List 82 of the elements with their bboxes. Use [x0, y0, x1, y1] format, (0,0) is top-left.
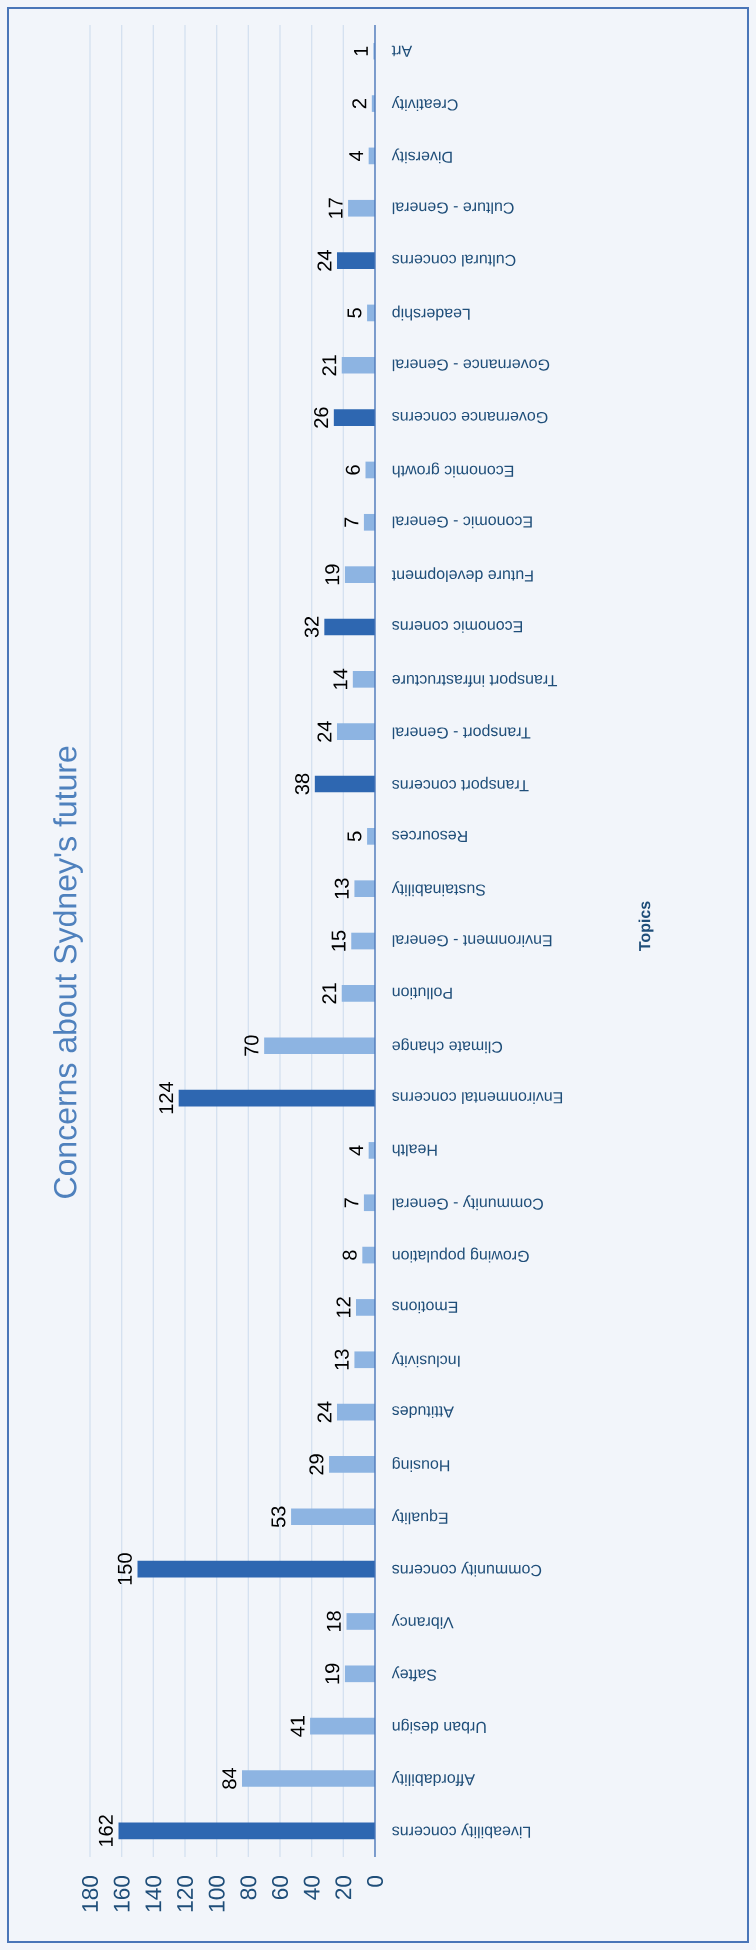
- y-tick-label: Creativity: [391, 96, 458, 112]
- text: Concerns about Sydney's future: [53, 746, 83, 1198]
- data-label: 4: [349, 150, 364, 162]
- y-tick-label: Economic growth: [392, 462, 514, 478]
- data-label: 8: [342, 1250, 357, 1260]
- y-tick-label: Equality: [391, 1509, 448, 1525]
- y-tick-label: Emotions: [392, 1301, 458, 1314]
- data-label: 17: [328, 198, 343, 218]
- y-tick-label: Liveability concerns: [392, 1823, 531, 1839]
- data-label: 7: [344, 517, 359, 527]
- y-tick-label: Transport concerns: [392, 776, 529, 792]
- y-tick-label: Community - General: [392, 1195, 543, 1211]
- x-tick-label: 100: [208, 1875, 225, 1912]
- data-label: 19: [325, 1663, 340, 1684]
- y-tick-label: Urban design: [392, 1718, 486, 1734]
- data-label: 84: [222, 1767, 237, 1789]
- y-tick-label: Governance concerns: [392, 411, 548, 424]
- y-tick-label: Culture - General: [392, 202, 514, 215]
- y-tick-label: Economic conerns: [392, 621, 522, 633]
- y-tick-label: Cultural concerns: [392, 254, 516, 267]
- data-label: 24: [317, 1401, 332, 1423]
- y-tick-label: Governance - General: [392, 359, 550, 372]
- data-label: 19: [325, 564, 340, 585]
- data-label: 124: [159, 1081, 174, 1114]
- x-tick-label: 40: [303, 1875, 320, 1900]
- y-tick-label: Community concerns: [392, 1561, 542, 1577]
- data-label: 26: [314, 407, 329, 428]
- data-label: 21: [322, 983, 337, 1004]
- y-axis-title: Topics: [638, 901, 654, 952]
- y-tick-label: Leadership: [392, 305, 470, 321]
- data-label: 15: [331, 930, 346, 951]
- y-tick-label: Diversity: [391, 148, 452, 164]
- y-tick-label: Environmental concerns: [392, 1092, 563, 1104]
- x-tick-label: 160: [113, 1875, 130, 1912]
- x-tick-label: 0: [366, 1875, 384, 1887]
- x-tick-label: 180: [81, 1875, 99, 1912]
- data-label: 29: [309, 1454, 324, 1475]
- data-label: 162: [98, 1815, 113, 1846]
- data-label: 24: [317, 250, 332, 271]
- y-tick-label: Economic - General: [392, 516, 532, 529]
- x-tick-label: 80: [240, 1875, 257, 1900]
- y-tick-label: Climate change: [392, 1038, 503, 1054]
- x-tick-label: 120: [176, 1875, 194, 1912]
- y-tick-label: Pollution: [392, 987, 452, 1000]
- data-label: 5: [347, 831, 362, 842]
- y-tick-label: Transport infrastructure: [392, 671, 558, 687]
- data-label: 24: [317, 721, 332, 742]
- data-label: 7: [344, 1198, 359, 1208]
- y-tick-label: Environment - General: [392, 935, 552, 947]
- y-tick-label: Future development: [391, 567, 533, 583]
- y-tick-label: Affordability: [391, 1771, 475, 1786]
- y-tick-label: Growing population: [392, 1247, 529, 1263]
- data-label: 38: [295, 773, 310, 795]
- data-label: 32: [304, 616, 319, 638]
- data-label: 41: [290, 1716, 305, 1737]
- data-label: 12: [336, 1297, 351, 1318]
- x-tick-label: 20: [335, 1875, 352, 1900]
- y-tick-label: Vibrancy: [391, 1614, 454, 1629]
- y-tick-label: Inclusivity: [391, 1352, 460, 1368]
- data-label: 150: [117, 1553, 132, 1585]
- y-tick-label: Attitudes: [392, 1406, 454, 1418]
- data-label: 13: [334, 878, 349, 899]
- data-label: 21: [322, 355, 337, 376]
- y-tick-label: Health: [392, 1144, 437, 1157]
- data-label: 53: [271, 1506, 286, 1528]
- y-tick-label: Saftey: [391, 1666, 437, 1682]
- y-tick-label: Housing: [392, 1456, 450, 1472]
- y-tick-label: Art: [391, 45, 413, 57]
- data-label: 5: [347, 308, 362, 318]
- data-label: 18: [326, 1611, 341, 1632]
- x-tick-label: 60: [271, 1875, 289, 1900]
- data-label: 6: [345, 465, 360, 475]
- x-tick-label: 140: [145, 1875, 162, 1912]
- y-tick-label: Transport - General: [392, 724, 531, 740]
- y-tick-label: Resources: [392, 830, 467, 842]
- data-label: 14: [333, 668, 348, 689]
- data-label: 2: [352, 99, 367, 109]
- y-tick-label: Sustainability: [391, 881, 486, 897]
- data-label: 70: [244, 1035, 259, 1056]
- data-label: 4: [349, 1145, 364, 1156]
- data-label: 13: [334, 1349, 349, 1370]
- data-label: 1: [354, 46, 368, 56]
